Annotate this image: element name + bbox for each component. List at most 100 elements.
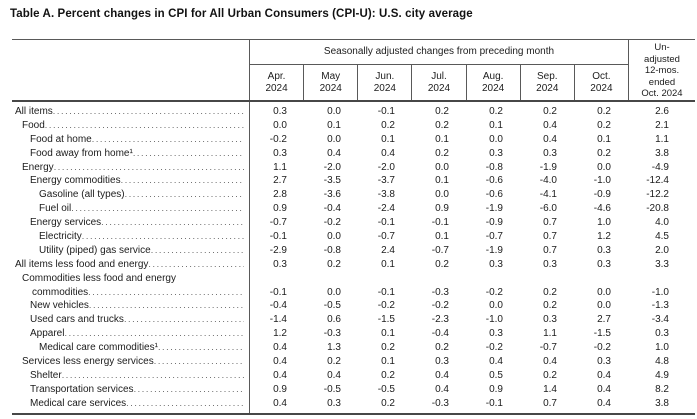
monthly-value-cell: -0.5 <box>377 383 395 395</box>
monthly-value-cell: -1.5 <box>377 314 395 326</box>
monthly-value-cell: -0.4 <box>431 328 449 340</box>
monthly-value-cell: 0.4 <box>543 133 557 145</box>
monthly-value-cell: -2.0 <box>323 161 341 173</box>
row-label-line-wrap: Utility (piped) gas service <box>12 244 244 258</box>
monthly-value-cell: -0.1 <box>485 397 503 409</box>
dot-leader <box>92 133 244 147</box>
table-row: Transportation services 0.9-0.5-0.50.40.… <box>12 383 695 397</box>
row-values: 0.3 0.2 0.1 0.2 0.3 0.3 0.3 3.3 <box>249 258 695 272</box>
table-header: Seasonally adjusted changes from precedi… <box>12 40 695 100</box>
monthly-value-cell: 0.4 <box>327 147 341 159</box>
table-row: Apparel 1.2 -0.3 0.1 -0.4 0.3 1.1 -1.5 0.3 <box>12 327 695 341</box>
row-stub: Shelter <box>12 369 249 383</box>
monthly-value-cell: -0.2 <box>377 300 395 312</box>
monthly-value-cell: 0.2 <box>435 106 449 117</box>
row-label-line-wrap: Energy services <box>12 216 244 230</box>
row-values: -0.1 0.0 -0.7 0.1 -0.7 0.7 1.2 4.5 <box>249 230 695 244</box>
row-label: Energy commodities <box>30 175 121 187</box>
monthly-value-cell: -4.0 <box>539 175 557 187</box>
monthly-value-cell: -0.2 <box>323 217 341 229</box>
monthly-value-cell: -0.2 <box>485 286 503 298</box>
monthly-value-cell: 0.3 <box>597 244 611 256</box>
unadjusted-value-cell: -1.0 <box>651 286 669 298</box>
row-label-line-wrap: All items less food and energy <box>12 258 244 272</box>
monthly-value-cell: 0.4 <box>597 383 611 395</box>
monthly-value-cell: -3.8 <box>377 189 395 201</box>
monthly-value-cell: 0.4 <box>273 342 287 354</box>
monthly-value-cell: 0.2 <box>597 106 611 117</box>
row-label: Transportation services <box>30 383 134 395</box>
monthly-value-cell: -4.1 <box>539 189 557 201</box>
monthly-value-cell: 0.2 <box>381 342 395 354</box>
row-label-line-wrap: Shelter <box>12 369 244 383</box>
row-label-line1-wrap: Commodities less food and energy <box>12 272 244 286</box>
monthly-value-cell: 0.1 <box>381 328 395 340</box>
row-stub: Energy services <box>12 216 249 230</box>
unadjusted-value-cell: 3.8 <box>655 397 669 409</box>
monthly-value-cell: 1.4 <box>543 383 557 395</box>
monthly-value-cell: 0.4 <box>327 369 341 381</box>
dot-leader <box>151 244 244 258</box>
unadjusted-value-cell: 3.3 <box>655 258 669 270</box>
dot-leader <box>62 369 244 383</box>
monthly-value-cell: -1.4 <box>269 314 287 326</box>
month-column-header: Jun. 2024 <box>357 65 411 100</box>
row-stub: New vehicles <box>12 299 249 313</box>
row-label-line-wrap: Used cars and trucks <box>12 313 244 327</box>
monthly-value-cell: -0.9 <box>485 217 503 229</box>
row-stub: All items <box>12 105 249 119</box>
monthly-value-cell: -0.1 <box>377 106 395 117</box>
monthly-value-cell: 0.3 <box>543 314 557 326</box>
monthly-value-cell: 0.0 <box>435 189 449 201</box>
row-stub: Electricity <box>12 230 249 244</box>
row-stub: Gasoline (all types) <box>12 188 249 202</box>
monthly-value-cell: 0.2 <box>543 286 557 298</box>
monthly-value-cell: 0.0 <box>327 286 341 298</box>
monthly-value-cell: 0.9 <box>273 383 287 395</box>
row-label: New vehicles <box>30 300 89 312</box>
monthly-value-cell: 0.4 <box>273 356 287 368</box>
monthly-value-cell: -0.7 <box>269 217 287 229</box>
month-column-header: May 2024 <box>303 65 357 100</box>
monthly-value-cell: 0.5 <box>489 369 503 381</box>
unadjusted-value-cell: 4.5 <box>655 231 669 243</box>
row-values: 0.4 0.2 0.1 0.3 0.4 0.4 0.3 4.8 <box>249 355 695 369</box>
monthly-value-cell: 1.0 <box>597 217 611 229</box>
unadjusted-value-cell: -1.3 <box>651 300 669 312</box>
monthly-value-cell: -3.6 <box>323 189 341 201</box>
monthly-value-cell: 0.7 <box>543 244 557 256</box>
dot-leader <box>154 355 244 369</box>
monthly-value-cell: 0.1 <box>381 356 395 368</box>
monthly-value-cell: 0.0 <box>597 161 611 173</box>
monthly-value-cell: -2.9 <box>269 244 287 256</box>
stub-header-empty <box>12 40 249 100</box>
monthly-value-cell: 0.4 <box>489 356 503 368</box>
month-column-header: Aug. 2024 <box>465 65 520 100</box>
dot-leader <box>134 383 244 397</box>
table-row: Energy commodities 2.7 -3.5 -3.7 0.1 -0.6 -4.… <box>12 174 695 188</box>
table-row: Medical care services 0.40.30.2-0.3-0.10… <box>12 397 695 411</box>
dot-leader <box>53 105 244 119</box>
group-header-label: Seasonally adjusted changes from precedi… <box>250 40 628 65</box>
row-label: Electricity <box>39 231 82 243</box>
table-row: Services less energy services 0.40.20.10… <box>12 355 695 369</box>
monthly-value-cell: -0.7 <box>377 231 395 243</box>
monthly-value-cell: 1.1 <box>273 161 287 173</box>
row-stub: Services less energy services <box>12 355 249 369</box>
monthly-value-cell: 0.1 <box>381 258 395 270</box>
cpi-table: Seasonally adjusted changes from precedi… <box>12 39 695 415</box>
month-column-header: Oct. 2024 <box>573 65 628 100</box>
monthly-value-cell: -0.1 <box>269 231 287 243</box>
monthly-value-cell: 0.2 <box>543 369 557 381</box>
monthly-value-cell: 0.0 <box>597 300 611 312</box>
monthly-value-cell: 0.0 <box>435 161 449 173</box>
month-columns: Apr. 2024 May 2024 Jun. 2024 Jul. 2024 Aug. … <box>250 65 628 100</box>
row-label: Energy <box>22 161 54 173</box>
monthly-value-cell: 0.2 <box>435 119 449 131</box>
row-stub: Food <box>12 119 249 133</box>
monthly-value-cell: 0.0 <box>489 300 503 312</box>
table-row: Food 0.0 0.1 0.2 0.2 0.1 0.4 0.2 2.1 <box>12 119 695 133</box>
monthly-value-cell: 0.4 <box>543 119 557 131</box>
row-label-line-wrap: Energy <box>12 161 244 175</box>
monthly-value-cell: 0.1 <box>435 133 449 145</box>
